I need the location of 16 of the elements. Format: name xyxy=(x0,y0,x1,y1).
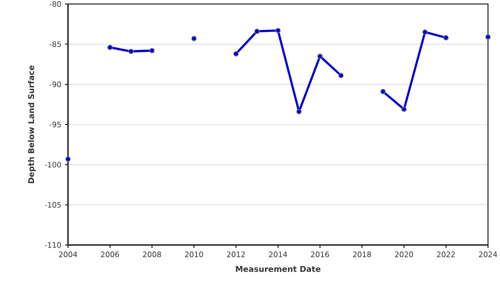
point xyxy=(65,156,71,162)
point xyxy=(317,54,323,59)
point xyxy=(296,108,302,114)
point xyxy=(191,36,197,42)
point xyxy=(254,28,260,34)
point xyxy=(275,28,281,34)
point xyxy=(338,72,344,78)
point xyxy=(401,106,407,112)
point xyxy=(443,35,449,40)
point xyxy=(485,34,491,40)
point xyxy=(149,48,155,54)
point xyxy=(422,29,428,35)
point xyxy=(233,51,239,56)
point xyxy=(107,44,113,50)
point xyxy=(380,88,386,94)
point xyxy=(128,48,134,54)
